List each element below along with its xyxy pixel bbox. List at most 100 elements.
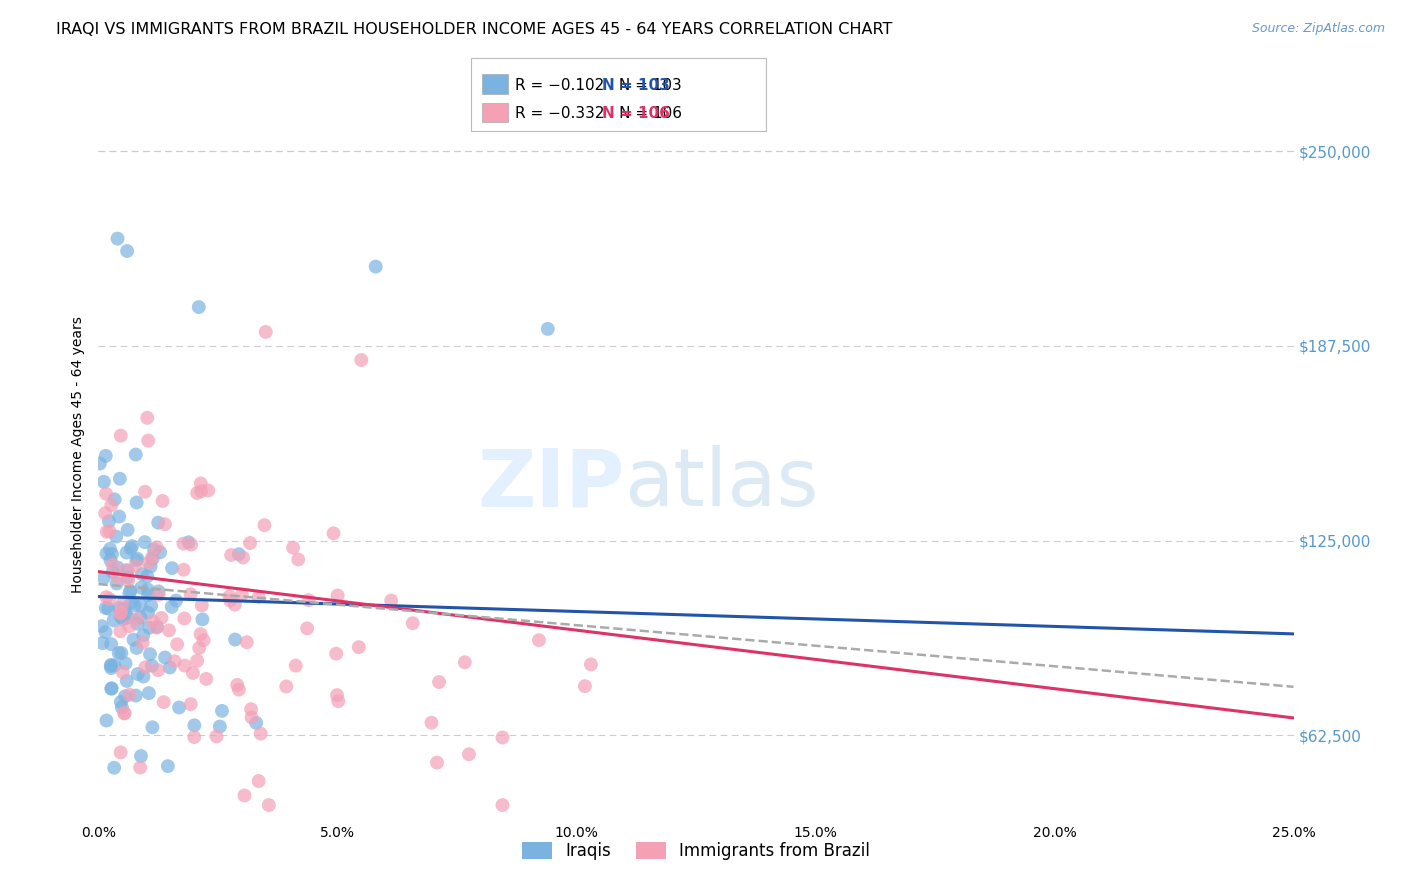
- Point: [94, 487, 117, 501]
- Point: [183, 718, 205, 732]
- Point: [224, 598, 246, 612]
- Point: [160, 599, 183, 614]
- Point: [136, 582, 159, 597]
- Point: [121, 539, 143, 553]
- Point: [254, 325, 277, 339]
- Point: [117, 574, 139, 588]
- Text: IRAQI VS IMMIGRANTS FROM BRAZIL HOUSEHOLDER INCOME AGES 45 - 64 YEARS CORRELATIO: IRAQI VS IMMIGRANTS FROM BRAZIL HOUSEHOL…: [56, 22, 893, 37]
- Point: [97, 601, 120, 615]
- Point: [111, 700, 134, 714]
- Point: [420, 715, 443, 730]
- Point: [98, 524, 121, 539]
- Point: [101, 565, 124, 579]
- Point: [94, 601, 117, 615]
- Point: [100, 661, 122, 675]
- Point: [188, 640, 211, 655]
- Point: [143, 542, 166, 557]
- Point: [226, 678, 249, 692]
- Point: [111, 665, 134, 680]
- Point: [347, 640, 370, 655]
- Point: [110, 428, 132, 442]
- Point: [100, 498, 122, 512]
- Point: [190, 476, 212, 491]
- Point: [219, 593, 242, 607]
- Point: [153, 650, 176, 665]
- Point: [152, 494, 174, 508]
- Point: [110, 607, 132, 621]
- Point: [138, 556, 160, 570]
- Point: [172, 536, 194, 550]
- Point: [101, 558, 124, 572]
- Point: [93, 571, 115, 585]
- Point: [94, 625, 117, 640]
- Point: [186, 654, 208, 668]
- Point: [145, 541, 167, 555]
- Point: [114, 706, 136, 720]
- Point: [218, 590, 240, 604]
- Point: [108, 601, 131, 615]
- Point: [153, 517, 176, 532]
- Point: [118, 586, 141, 600]
- Point: [118, 619, 141, 633]
- Point: [298, 593, 321, 607]
- Point: [579, 657, 602, 672]
- Point: [350, 353, 373, 368]
- Point: [129, 760, 152, 774]
- Point: [91, 636, 114, 650]
- Point: [134, 535, 156, 549]
- Point: [96, 714, 118, 728]
- Point: [131, 567, 153, 582]
- Point: [136, 410, 159, 425]
- Point: [295, 621, 318, 635]
- Point: [117, 523, 139, 537]
- Point: [141, 720, 163, 734]
- Point: [138, 686, 160, 700]
- Point: [364, 260, 387, 274]
- Y-axis label: Householder Income Ages 45 - 64 years: Householder Income Ages 45 - 64 years: [72, 317, 86, 593]
- Point: [127, 551, 149, 566]
- Point: [90, 619, 112, 633]
- Point: [187, 300, 209, 314]
- Point: [380, 593, 402, 607]
- Point: [165, 593, 187, 607]
- Text: N = 103: N = 103: [602, 78, 669, 93]
- Point: [240, 710, 263, 724]
- Point: [110, 695, 132, 709]
- Point: [224, 632, 246, 647]
- Point: [160, 561, 183, 575]
- Point: [142, 552, 165, 566]
- Point: [125, 640, 148, 655]
- Point: [193, 633, 215, 648]
- Point: [107, 560, 129, 574]
- Point: [326, 688, 349, 702]
- Point: [125, 495, 148, 509]
- Point: [103, 658, 125, 673]
- Point: [98, 553, 121, 567]
- Point: [125, 553, 148, 567]
- Point: [107, 646, 129, 660]
- Point: [232, 550, 254, 565]
- Point: [247, 590, 270, 604]
- Point: [101, 547, 124, 561]
- Point: [163, 654, 186, 668]
- Point: [117, 570, 139, 584]
- Point: [127, 616, 149, 631]
- Point: [100, 637, 122, 651]
- Point: [136, 606, 159, 620]
- Point: [132, 628, 155, 642]
- Point: [98, 592, 121, 607]
- Point: [195, 672, 218, 686]
- Point: [136, 434, 159, 448]
- Point: [115, 673, 138, 688]
- Point: [281, 541, 304, 555]
- Point: [326, 589, 349, 603]
- Point: [139, 647, 162, 661]
- Point: [284, 658, 307, 673]
- Point: [247, 774, 270, 789]
- Point: [138, 621, 160, 635]
- Point: [115, 244, 138, 258]
- Point: [98, 514, 121, 528]
- Point: [110, 646, 132, 660]
- Point: [134, 484, 156, 499]
- Text: R = −0.332   N = 106: R = −0.332 N = 106: [515, 106, 682, 121]
